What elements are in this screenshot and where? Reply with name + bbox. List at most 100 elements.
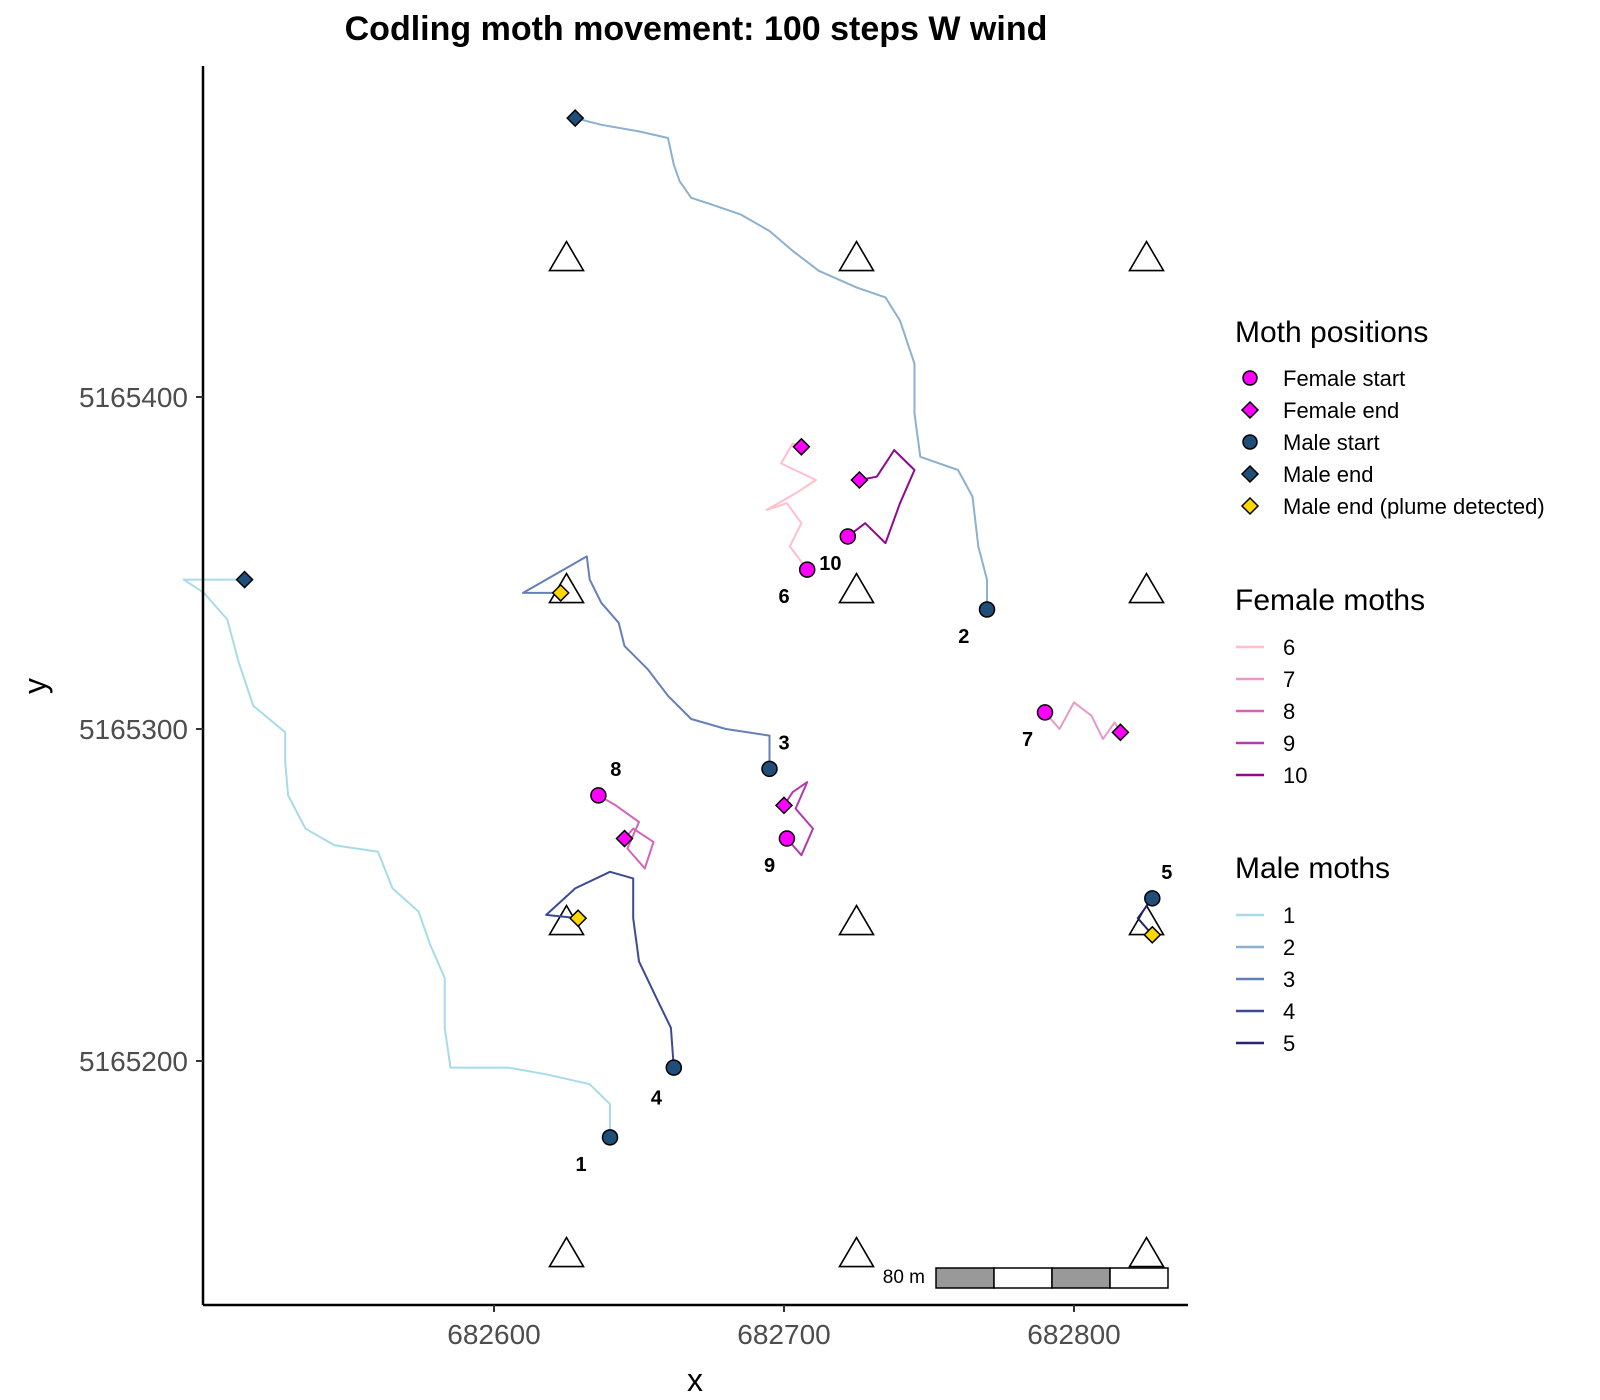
legend-female: Female moths 6 7 8 9 10 [1235,584,1425,788]
moth-id-label: 5 [1161,862,1172,884]
moth-id-label: 1 [575,1154,586,1176]
legend-key-diamond [1240,464,1260,484]
scale-bar: 80 m [883,1267,1169,1289]
legend-male-title: Male moths [1235,852,1390,885]
moth-track-3 [522,555,771,769]
legend-female-entries: 6 7 8 9 10 [1236,635,1307,788]
legend-entry-label: Female start [1283,366,1405,391]
legend-entry-label: 7 [1283,667,1295,692]
legend-entry-label: 10 [1283,763,1307,788]
legend-entry-label: 4 [1283,999,1295,1024]
y-axis-label: y [17,678,53,694]
moth-track-7 [1044,701,1122,740]
moth-track-6 [765,442,817,571]
trap-marker [1128,239,1165,272]
moth-track-8 [597,794,655,870]
female-end-point [615,829,634,848]
male-start-point [1144,890,1161,907]
moth-id-label: 6 [778,586,789,608]
female-start-point [590,787,607,804]
path-layer [182,117,1154,1138]
legend-male-entries: 1 2 3 4 5 [1236,903,1295,1056]
x-tick-label: 682700 [737,1319,830,1350]
legend-entry-label: 2 [1283,935,1295,960]
legend-entry-label: Female end [1283,398,1399,423]
trap-marker [1128,1235,1165,1268]
male-start-point [665,1059,683,1076]
moth-id-label: 2 [958,626,969,648]
moth-track-1 [182,578,611,1138]
trap-marker [838,903,875,936]
male-start-point [978,601,996,618]
scale-bar-segment [1051,1267,1111,1289]
male-end-plume-point [551,583,570,602]
y-ticks: 5165200 5165300 5165400 [79,382,203,1077]
x-tick-label: 682800 [1027,1319,1120,1350]
legend-entry-label: 3 [1283,967,1295,992]
x-tick-label: 682600 [447,1319,540,1350]
legend-entry-label: 1 [1283,903,1295,928]
male-end-point [566,109,585,128]
plot-area: 1 2 3 4 5 6 7 8 9 10 [182,109,1172,1268]
y-tick-label: 5165200 [79,1046,188,1077]
female-end-point [792,437,811,456]
trap-marker [1128,571,1165,604]
legend-positions-entries: Female start Female end Male start Male end… [1240,366,1545,519]
scale-bar-segment [935,1267,995,1289]
female-end-point [774,796,794,815]
legend-entry-label: 9 [1283,731,1295,756]
x-axis-label: x [687,1362,703,1398]
chart-title: Codling moth movement: 100 steps W wind [345,10,1048,48]
trap-marker [548,239,585,272]
trap-marker [838,239,875,272]
legend-entry-label: Male end (plume detected) [1283,494,1545,519]
female-start-point [1036,704,1054,721]
male-start-point [761,760,778,778]
moth-id-label: 9 [764,855,775,877]
trap-marker [838,1235,875,1268]
y-tick-label: 5165300 [79,714,188,745]
male-start-point [601,1129,619,1146]
female-end-point [850,470,869,490]
legend-key-diamond [1240,400,1260,420]
y-tick-label: 5165400 [79,382,188,413]
scale-bar-segment [993,1267,1053,1289]
moth-track-2 [574,117,988,610]
point-layer [235,109,1162,1146]
moth-track-10 [847,449,916,545]
legend-entry-label: Male start [1283,430,1380,455]
legend-male: Male moths 1 2 3 4 5 [1235,852,1390,1056]
trap-marker [838,571,875,604]
legend-key-circle [1242,370,1258,386]
female-start-point [778,830,796,847]
moth-label-layer: 1 2 3 4 5 6 7 8 9 10 [575,553,1172,1176]
legend-entry-label: 6 [1283,635,1295,660]
legend-key-circle [1242,434,1258,450]
legend-entry-label: 5 [1283,1031,1295,1056]
scale-bar-segment [1109,1267,1169,1289]
male-end-plume-point [1143,925,1162,944]
moth-id-label: 8 [610,759,621,781]
legend-female-title: Female moths [1235,584,1425,617]
female-start-point [839,528,857,545]
moth-id-label: 4 [651,1088,663,1110]
legend-positions: Moth positions Female start Female end Mal… [1235,316,1545,519]
moth-id-label: 7 [1022,729,1033,751]
legend-positions-title: Moth positions [1235,316,1428,349]
trap-marker [548,1235,585,1268]
legend-entry-label: Male end [1283,462,1374,487]
male-end-point [235,570,254,589]
scale-bar-label: 80 m [883,1267,925,1288]
female-end-point [1111,723,1130,742]
x-ticks: 682600 682700 682800 [447,1305,1121,1350]
moth-track-9 [783,781,814,857]
moth-track-4 [545,870,675,1068]
legend-key-diamond [1240,496,1260,516]
female-start-point [798,561,816,578]
moth-id-label: 10 [819,553,841,575]
male-end-plume-point [569,909,588,928]
legend-entry-label: 8 [1283,699,1295,724]
moth-id-label: 3 [778,732,789,754]
